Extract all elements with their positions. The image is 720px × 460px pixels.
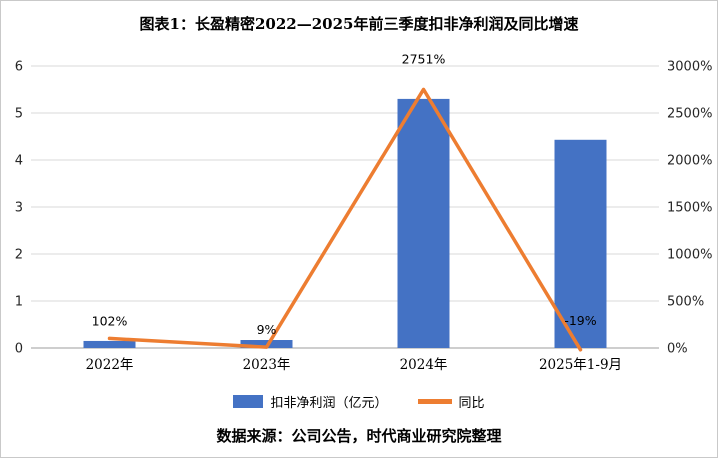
line-data-label-1: 9% [257,322,277,337]
bar-2025年1-9月 [554,139,607,348]
legend: 扣非净利润（亿元） 同比 [1,392,717,411]
legend-line-label: 同比 [458,396,485,411]
y-left-tick-label: 0 [15,342,23,357]
chart-title: 图表1：长盈精密2022—2025年前三季度扣非净利润及同比增速 [139,15,579,33]
line-data-label-2: 2751% [402,51,446,66]
x-tick-label-2023年: 2023年 [243,357,291,373]
legend-item-line: 同比 [417,392,485,411]
y-left-tick-label: 4 [15,154,23,169]
y-left-tick-label: 6 [15,60,23,75]
line-data-label-0: 102% [92,313,128,328]
source-note: 数据来源：公司公告，时代商业研究院整理 [216,427,502,445]
line-legend-swatch [417,399,452,404]
y-left-tick-label: 2 [15,248,23,263]
y-right-tick-label: 1500% [667,201,712,216]
y-left-tick-label: 1 [15,295,23,310]
plot-area: 0 1 2 3 4 5 6 0% 500% 1000% 1500% 2000% 2500% 3000% 20… [15,51,713,373]
bar-legend-swatch [233,395,264,408]
y-right-tick-label: 500% [667,295,704,310]
x-tick-label-2025年1-9月: 2025年1-9月 [539,357,622,373]
bar-2024年 [397,98,450,349]
x-tick-label-2024年: 2024年 [400,357,448,373]
x-tick-label-2022年: 2022年 [86,357,134,373]
y-right-tick-label: 1000% [667,248,712,263]
y-right-tick-label: 2500% [667,107,712,122]
bar-2022年 [83,340,136,348]
y-left-tick-label: 3 [15,201,23,216]
y-right-tick-label: 2000% [667,154,712,169]
y-right-tick-label: 0% [667,342,688,357]
y-right-tick-label: 3000% [667,60,712,75]
y-left-tick-label: 5 [15,107,23,122]
legend-bar-label: 扣非净利润（亿元） [270,396,388,411]
line-data-label-3: -19% [564,313,596,328]
growth-line [107,87,583,352]
legend-item-bar: 扣非净利润（亿元） [233,392,388,411]
